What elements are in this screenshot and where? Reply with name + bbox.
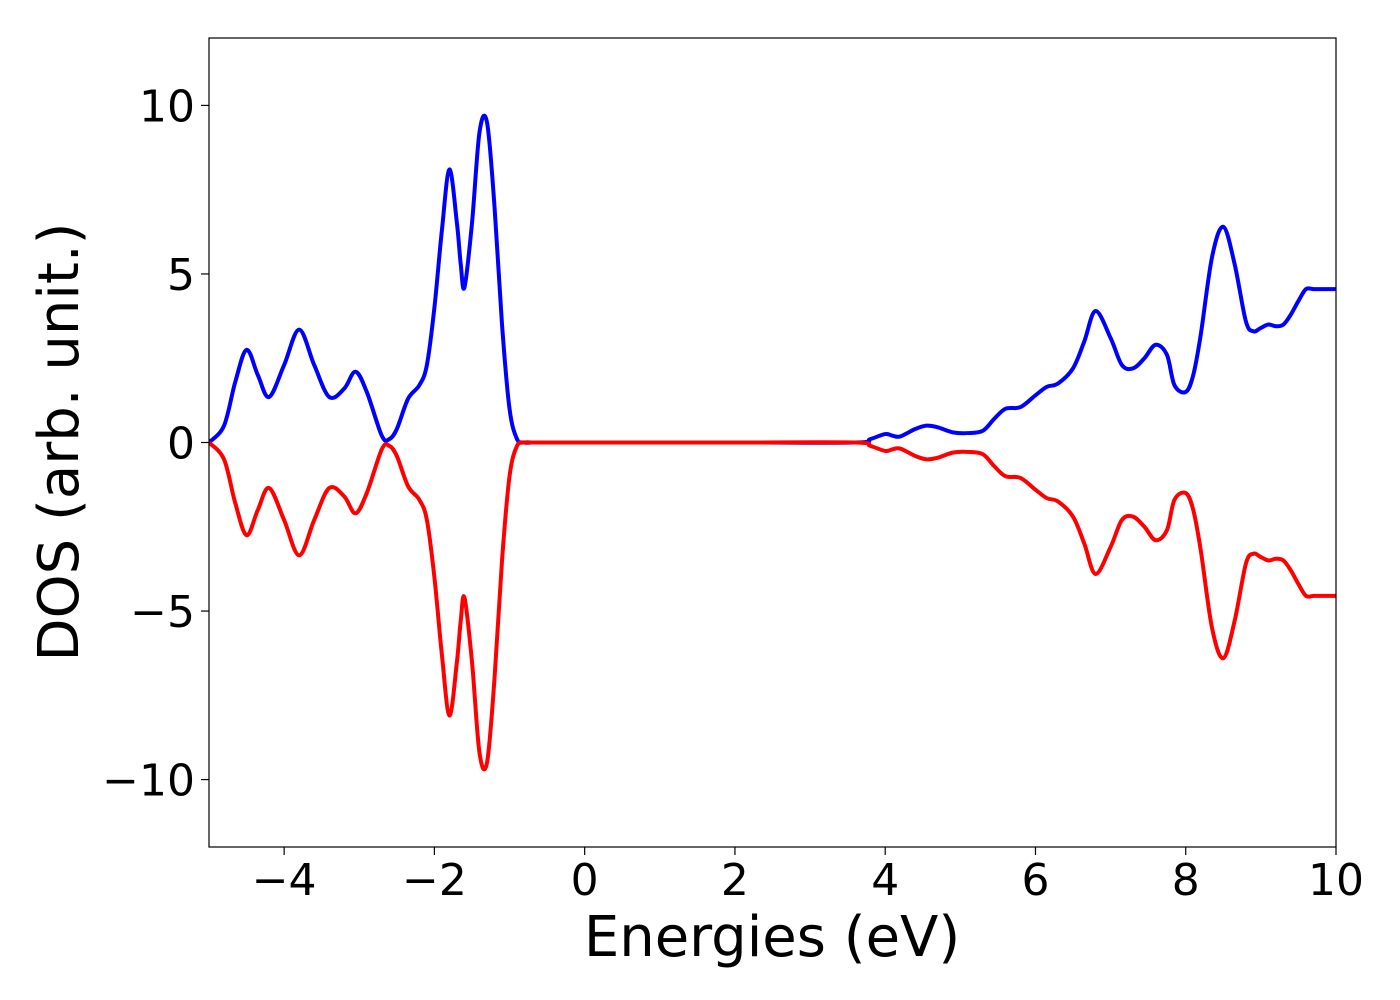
x-tick-label: 10	[1308, 855, 1364, 906]
y-axis-ticks: −10 −5 0 5 10	[102, 81, 209, 807]
x-axis-ticks: −4 −2 0 2 4 6 8 10	[252, 847, 1364, 906]
dos-series-down	[209, 440, 1336, 772]
y-tick-label: −5	[130, 587, 195, 638]
x-tick-label: 4	[871, 855, 899, 906]
x-tick-label: −4	[252, 855, 317, 906]
x-tick-label: 2	[721, 855, 749, 906]
x-axis-title: Energies (eV)	[584, 905, 960, 970]
y-tick-label: 0	[167, 419, 195, 470]
x-tick-label: −2	[402, 855, 467, 906]
y-tick-label: 5	[167, 250, 195, 301]
y-axis-title: DOS (arb. unit.)	[27, 222, 92, 661]
dos-series-up	[209, 113, 1336, 445]
x-tick-label: 8	[1172, 855, 1200, 906]
x-tick-label: 0	[571, 855, 599, 906]
y-tick-label: −10	[102, 756, 195, 807]
x-tick-label: 6	[1021, 855, 1049, 906]
series-layer	[209, 113, 1336, 772]
y-tick-label: 10	[139, 81, 195, 132]
